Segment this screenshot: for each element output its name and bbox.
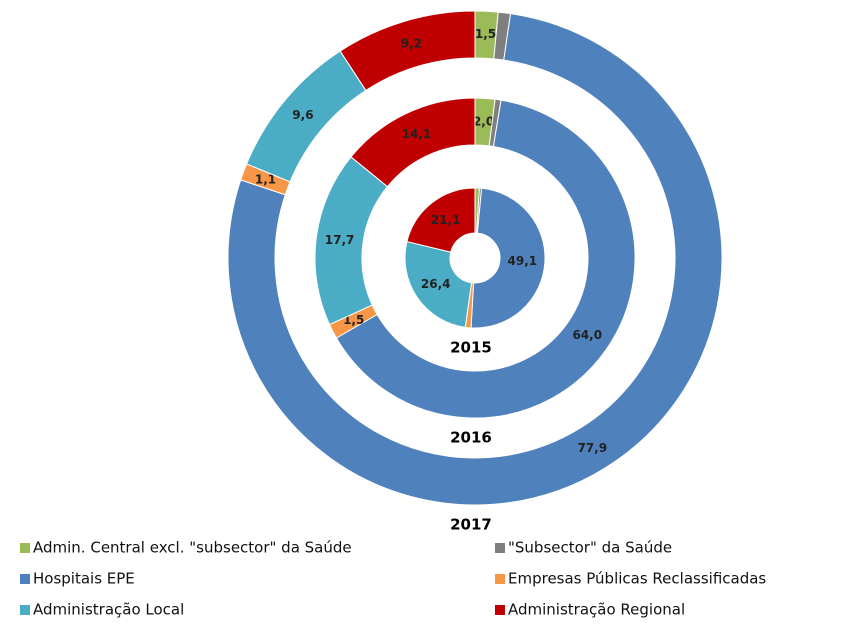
ring-label: 2017 — [450, 516, 492, 534]
ring-label: 2016 — [450, 429, 492, 447]
donut-segment — [406, 187, 476, 253]
data-label: 1,5 — [343, 313, 364, 327]
data-label: 9,6 — [292, 108, 313, 122]
data-label: 49,1 — [508, 254, 538, 268]
legend-label: Administração Regional — [508, 601, 685, 619]
donut-segment — [470, 187, 546, 329]
ring-label: 2015 — [450, 339, 492, 357]
data-label: 1,5 — [475, 27, 496, 41]
donut-segment — [404, 240, 473, 328]
donut-segment — [227, 13, 723, 506]
legend-swatch — [495, 605, 505, 615]
data-label: 21,1 — [431, 213, 461, 227]
legend-swatch — [495, 574, 505, 584]
legend-swatch — [20, 574, 30, 584]
data-label: 17,7 — [325, 233, 355, 247]
legend-swatch — [495, 543, 505, 553]
legend-label: Hospitais EPE — [33, 570, 135, 588]
donut-segment — [339, 10, 476, 92]
donut-segment — [350, 97, 476, 188]
legend-label: "Subsector" da Saúde — [508, 539, 672, 557]
legend-label: Empresas Públicas Reclassificadas — [508, 570, 766, 588]
legend-label: Administração Local — [33, 601, 184, 619]
legend-swatch — [20, 605, 30, 615]
legend-swatch — [20, 543, 30, 553]
data-label: 2,0 — [473, 114, 494, 128]
legend-label: Admin. Central excl. "subsector" da Saúd… — [33, 539, 352, 557]
data-label: 26,4 — [421, 277, 451, 291]
data-label: 14,1 — [402, 127, 432, 141]
data-label: 1,1 — [255, 173, 276, 187]
data-label: 9,2 — [401, 36, 422, 50]
data-label: 77,9 — [577, 441, 607, 455]
donut-segment — [335, 99, 636, 419]
data-label: 64,0 — [572, 328, 602, 342]
